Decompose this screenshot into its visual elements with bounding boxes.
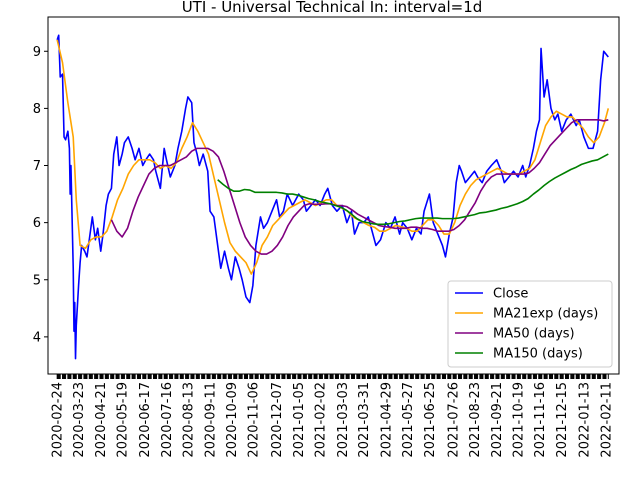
legend-box bbox=[447, 280, 613, 368]
y-tick-label: 8 bbox=[33, 102, 41, 117]
plot-frame bbox=[47, 16, 620, 375]
x-tick-label: 2020-12-07 bbox=[270, 382, 285, 458]
x-tick-label: 2021-10-19 bbox=[512, 382, 527, 458]
x-tick-label: 2020-07-16 bbox=[160, 382, 175, 458]
x-tick-label: 2020-10-09 bbox=[225, 382, 240, 458]
legend-label-ma150: MA150 (days) bbox=[493, 347, 583, 362]
y-tick-label: 6 bbox=[33, 216, 41, 231]
x-tick-label: 2020-09-11 bbox=[204, 382, 219, 458]
y-tick-label: 9 bbox=[33, 45, 41, 60]
x-tick-label: 2022-02-11 bbox=[600, 382, 615, 458]
x-tick-label: 2021-09-21 bbox=[490, 382, 505, 458]
legend-label-ma21exp: MA21exp (days) bbox=[493, 307, 598, 322]
legend-label-ma50: MA50 (days) bbox=[493, 327, 575, 342]
x-tick-label: 2022-01-13 bbox=[577, 382, 592, 458]
x-tick-label: 2021-12-15 bbox=[555, 382, 570, 458]
plot-lines bbox=[56, 34, 610, 360]
x-tick-labels: 2020-02-24 2020-03-23 2020-04-21 2020-05-19… bbox=[51, 382, 615, 458]
x-tick-label: 2020-06-17 bbox=[138, 382, 153, 458]
y-tick-label: 7 bbox=[33, 159, 41, 174]
x-tick-label: 2021-07-26 bbox=[447, 382, 462, 458]
x-tick-label: 2021-03-03 bbox=[336, 382, 351, 458]
x-tick-label: 2020-08-13 bbox=[181, 382, 196, 458]
ma50-line bbox=[110, 119, 609, 255]
y-axis: 4 5 6 7 8 9 bbox=[33, 45, 48, 345]
x-tick-label: 2021-03-31 bbox=[357, 382, 372, 458]
x-tick-label: 2021-01-05 bbox=[292, 382, 307, 458]
x-tick-label: 2021-04-29 bbox=[379, 382, 394, 458]
x-tick-label: 2021-05-27 bbox=[401, 382, 416, 458]
x-tick-label: 2020-11-06 bbox=[246, 382, 261, 458]
y-tick-label: 5 bbox=[33, 273, 41, 288]
legend: Close MA21exp (days) MA50 (days) MA150 (… bbox=[447, 280, 613, 368]
x-tick-label: 2021-11-16 bbox=[533, 382, 548, 458]
y-tick-label: 4 bbox=[33, 330, 41, 345]
chart-title: UTI - Universal Technical In: interval=1… bbox=[182, 0, 483, 16]
x-tick-marks bbox=[56, 374, 609, 379]
x-tick-label: 2020-04-21 bbox=[94, 382, 109, 458]
x-tick-label: 2020-05-19 bbox=[116, 382, 131, 458]
x-tick-label: 2021-08-23 bbox=[468, 382, 483, 458]
x-tick-label: 2020-03-23 bbox=[72, 382, 87, 458]
legend-label-close: Close bbox=[493, 287, 528, 302]
x-tick-label: 2020-02-24 bbox=[51, 382, 66, 458]
x-tick-label: 2021-02-02 bbox=[314, 382, 329, 458]
x-tick-label: 2021-06-25 bbox=[423, 382, 438, 458]
ma150-line bbox=[217, 153, 609, 226]
